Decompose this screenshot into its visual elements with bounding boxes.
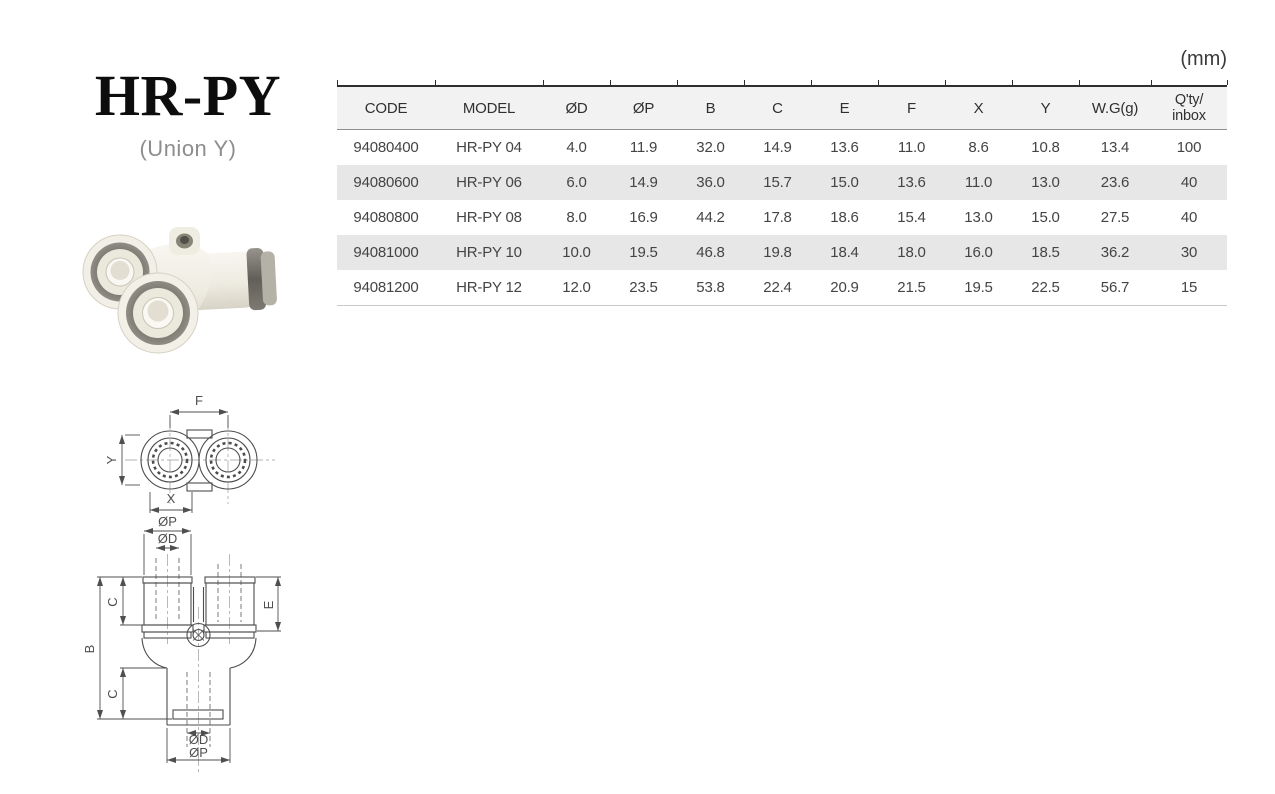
cell: 17.8 (763, 209, 792, 226)
col-header-od: ØD (542, 81, 610, 130)
dim-label-op-top: ØP (158, 514, 177, 529)
cell: 36.0 (677, 165, 744, 200)
col-header-qty-line1: Q'ty/ (1174, 91, 1204, 108)
cell: 94081000 (337, 235, 435, 270)
cell: 27.5 (1100, 209, 1130, 226)
dim-label-c-upper: C (105, 597, 120, 606)
cell: 94081200 (337, 270, 435, 306)
cell: 40 (1180, 209, 1198, 226)
col-header-qty-line2: inbox (1172, 108, 1206, 124)
cell: 18.5 (1012, 235, 1079, 270)
cell: 32.0 (696, 139, 725, 156)
cell: 16.9 (629, 209, 658, 226)
front-view-drawing: ØP ØD B C C E ØD ØP (82, 514, 282, 774)
top-view-drawing: F Y X (104, 393, 275, 514)
cell: 8.0 (566, 209, 587, 226)
cell: 36.2 (1079, 235, 1151, 270)
product-photo (82, 227, 277, 354)
cell: 15.7 (744, 165, 811, 200)
cell: 11.0 (945, 165, 1012, 200)
cell: 12.0 (543, 270, 610, 306)
col-header-f: F (877, 81, 945, 130)
cell: 19.8 (744, 235, 811, 270)
cell: 20.9 (811, 270, 878, 306)
col-header-c: C (743, 81, 811, 130)
cell: 94080600 (337, 165, 435, 200)
spec-row: 94080800 HR-PY 08 8.0 16.9 44.2 17.8 18.… (337, 200, 1227, 235)
cell: 56.7 (1079, 270, 1151, 306)
cell: 23.6 (1079, 165, 1151, 200)
cell: 14.9 (610, 165, 677, 200)
col-header-qty: Q'ty/ inbox (1150, 81, 1228, 130)
dim-label-y: Y (104, 455, 119, 464)
dim-label-e: E (261, 600, 276, 609)
cell: 19.5 (945, 270, 1012, 306)
product-title: HR-PY (94, 63, 282, 128)
cell: 94080400 (353, 139, 419, 156)
dim-label-c-lower: C (105, 689, 120, 698)
cell: 21.5 (878, 270, 945, 306)
cell: 10.8 (1031, 139, 1060, 156)
cell: 13.6 (830, 139, 859, 156)
cell: 13.0 (1012, 165, 1079, 200)
cell: 15.0 (811, 165, 878, 200)
col-header-y: Y (1011, 81, 1079, 130)
cell: 18.4 (811, 235, 878, 270)
cell: 19.5 (610, 235, 677, 270)
cell: 8.6 (968, 139, 989, 156)
cell: 40 (1151, 165, 1227, 200)
dim-label-od-bottom: ØD (189, 732, 209, 747)
cell: 13.4 (1100, 139, 1130, 156)
col-header-code: CODE (336, 81, 435, 130)
cell: 14.9 (763, 139, 792, 156)
dim-label-b: B (82, 645, 97, 654)
spec-row: 94081200 HR-PY 12 12.0 23.5 53.8 22.4 20… (337, 270, 1227, 306)
dim-label-x: X (167, 491, 176, 506)
cell: 13.6 (878, 165, 945, 200)
cell: 11.9 (629, 139, 658, 156)
dim-label-f: F (195, 393, 203, 408)
col-header-model: MODEL (434, 81, 543, 130)
spec-row: 94080600 HR-PY 06 6.0 14.9 36.0 15.7 15.… (337, 165, 1227, 200)
spec-table: CODE MODEL ØD ØP B C E F X Y W.G(g) Q'ty… (336, 81, 1228, 306)
dim-label-od-top: ØD (158, 531, 178, 546)
cell: 46.8 (677, 235, 744, 270)
cell: HR-PY 04 (456, 139, 522, 156)
col-header-op: ØP (609, 81, 677, 130)
spec-row: 94080400 HR-PY 04 4.0 11.9 32.0 14.9 13.… (337, 130, 1227, 166)
cell: HR-PY 12 (435, 270, 543, 306)
cell: 16.0 (945, 235, 1012, 270)
cell: 11.0 (897, 139, 926, 156)
cell: 4.0 (566, 139, 587, 156)
cell: 13.0 (964, 209, 993, 226)
header-row: CODE MODEL ØD ØP B C E F X Y W.G(g) Q'ty… (336, 81, 1228, 130)
cell: HR-PY 08 (456, 209, 522, 226)
cell: 94080800 (353, 209, 419, 226)
cell: 23.5 (610, 270, 677, 306)
spec-row: 94081000 HR-PY 10 10.0 19.5 46.8 19.8 18… (337, 235, 1227, 270)
col-header-wg: W.G(g) (1078, 81, 1151, 130)
col-header-e: E (810, 81, 878, 130)
unit-label: (mm) (1180, 48, 1227, 70)
cell: 44.2 (696, 209, 725, 226)
cell: 18.6 (830, 209, 859, 226)
cell: 10.0 (543, 235, 610, 270)
cell: HR-PY 10 (435, 235, 543, 270)
col-header-b: B (676, 81, 744, 130)
dim-label-op-bottom: ØP (189, 745, 208, 760)
cell: HR-PY 06 (435, 165, 543, 200)
cell: 22.5 (1012, 270, 1079, 306)
cell: 22.4 (744, 270, 811, 306)
col-header-x: X (944, 81, 1012, 130)
cell: 15.0 (1031, 209, 1060, 226)
cell: 53.8 (677, 270, 744, 306)
cell: 30 (1151, 235, 1227, 270)
cell: 15 (1151, 270, 1227, 306)
cell: 100 (1176, 139, 1202, 156)
cell: 6.0 (543, 165, 610, 200)
cell: 15.4 (897, 209, 926, 226)
product-subtitle: (Union Y) (139, 136, 237, 161)
cell: 18.0 (878, 235, 945, 270)
